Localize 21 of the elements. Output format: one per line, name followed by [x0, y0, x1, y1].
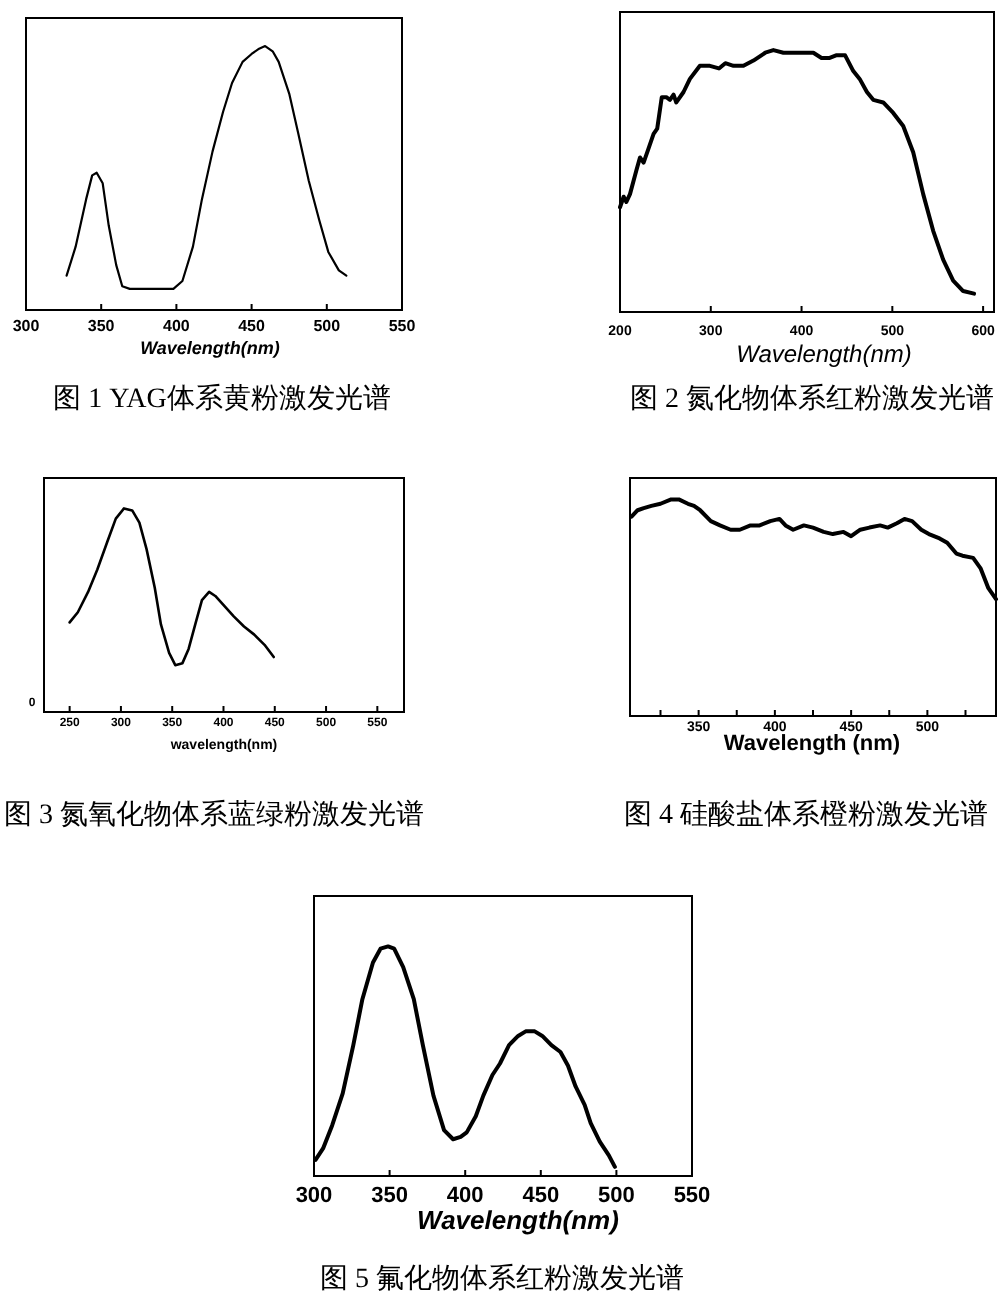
x-tick-label: 300	[12, 317, 40, 335]
x-tick-label: 350	[87, 317, 115, 335]
x-axis-title: Wavelength(nm)	[736, 340, 912, 368]
caption: 图 3 氮氧化物体系蓝绿粉激发光谱	[4, 801, 424, 831]
x-axis-title: Wavelength(nm)	[417, 1205, 619, 1235]
x-tick-label: 550	[388, 317, 416, 335]
x-tick-label: 450	[522, 1184, 560, 1208]
caption: 图 2 氮化物体系红粉激发光谱	[630, 385, 994, 415]
caption: 图 4 硅酸盐体系橙粉激发光谱	[624, 801, 988, 831]
x-tick-label: 500	[598, 1184, 635, 1208]
x-tick-label: 400	[163, 317, 190, 335]
x-tick-label: 550	[673, 1184, 711, 1208]
x-axis-title: Wavelength (nm)	[723, 732, 901, 756]
x-tick-label: 300	[295, 1184, 333, 1208]
x-tick-label: 500	[313, 317, 341, 335]
caption: 图 1 YAG体系黄粉激发光谱	[53, 385, 391, 415]
x-tick-label: 400	[446, 1184, 484, 1208]
caption: 图 5 氟化物体系红粉激发光谱	[320, 1265, 684, 1295]
x-tick-label: 450	[238, 317, 265, 335]
x-tick-label: 350	[371, 1184, 408, 1208]
x-axis-title: Wavelength(nm)	[140, 338, 280, 358]
